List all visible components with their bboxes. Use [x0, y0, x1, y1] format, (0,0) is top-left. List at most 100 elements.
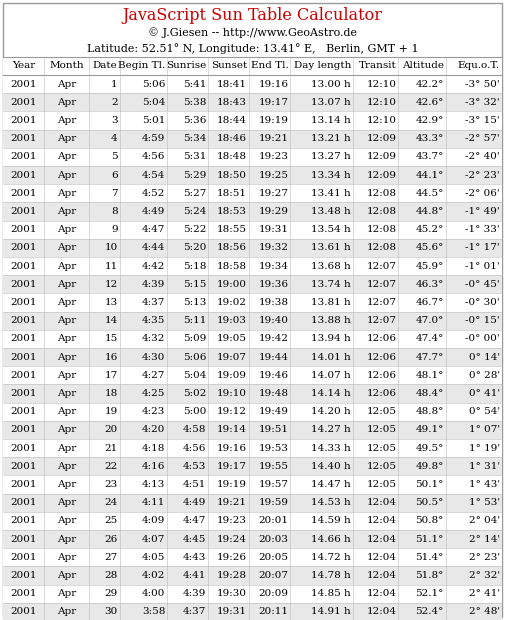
Text: 20: 20 — [105, 425, 118, 435]
Text: 4:27: 4:27 — [142, 371, 165, 380]
Text: 19:51: 19:51 — [258, 425, 288, 435]
Text: Apr: Apr — [57, 79, 76, 89]
Text: 46.3°: 46.3° — [416, 280, 444, 289]
Text: 20:07: 20:07 — [258, 571, 288, 580]
Text: 26: 26 — [105, 534, 118, 544]
Text: 14.14 h: 14.14 h — [311, 389, 351, 398]
Text: 12:10: 12:10 — [366, 79, 396, 89]
Text: Date: Date — [93, 61, 118, 71]
Text: Apr: Apr — [57, 480, 76, 489]
Bar — [3, 548, 502, 567]
Text: 13.41 h: 13.41 h — [311, 189, 351, 198]
Text: 1° 31': 1° 31' — [469, 462, 500, 471]
Text: Apr: Apr — [57, 244, 76, 252]
Bar — [3, 184, 502, 202]
Text: 4:37: 4:37 — [142, 298, 165, 307]
Text: 12:10: 12:10 — [366, 98, 396, 107]
Text: Equ.o.T.: Equ.o.T. — [458, 61, 500, 71]
Text: 4:35: 4:35 — [142, 316, 165, 326]
Text: 5:04: 5:04 — [183, 371, 206, 380]
Text: 2° 14': 2° 14' — [469, 534, 500, 544]
Text: 4:51: 4:51 — [183, 480, 206, 489]
Text: 5:24: 5:24 — [183, 207, 206, 216]
Text: Apr: Apr — [57, 280, 76, 289]
Text: 19:17: 19:17 — [258, 98, 288, 107]
Text: 12:04: 12:04 — [366, 516, 396, 525]
Bar — [3, 384, 502, 402]
Text: 14: 14 — [105, 316, 118, 326]
Text: 1° 07': 1° 07' — [469, 425, 500, 435]
Text: 0° 54': 0° 54' — [469, 407, 500, 416]
Text: 5:09: 5:09 — [183, 334, 206, 343]
Text: 19:31: 19:31 — [258, 225, 288, 234]
Text: 2° 48': 2° 48' — [469, 608, 500, 616]
Bar — [3, 202, 502, 221]
Text: 49.8°: 49.8° — [416, 462, 444, 471]
Bar — [3, 57, 502, 75]
Text: 18:48: 18:48 — [217, 153, 247, 161]
Text: 12:08: 12:08 — [366, 189, 396, 198]
Text: 19:14: 19:14 — [217, 425, 247, 435]
Bar — [3, 567, 502, 585]
Bar — [3, 239, 502, 257]
Text: 2001: 2001 — [10, 608, 37, 616]
Text: Apr: Apr — [57, 298, 76, 307]
Text: © J.Giesen -- http://www.GeoAstro.de: © J.Giesen -- http://www.GeoAstro.de — [148, 28, 357, 38]
Text: 2001: 2001 — [10, 334, 37, 343]
Text: 43.3°: 43.3° — [416, 134, 444, 143]
Text: 2001: 2001 — [10, 262, 37, 270]
Text: 52.1°: 52.1° — [416, 589, 444, 598]
Text: 7: 7 — [111, 189, 118, 198]
Text: 18:41: 18:41 — [217, 79, 247, 89]
Text: 14.78 h: 14.78 h — [311, 571, 351, 580]
Text: 4:56: 4:56 — [142, 153, 165, 161]
Text: 19:24: 19:24 — [217, 534, 247, 544]
Text: 19:27: 19:27 — [258, 189, 288, 198]
Text: 51.4°: 51.4° — [416, 553, 444, 562]
Text: 19:03: 19:03 — [217, 316, 247, 326]
Text: Apr: Apr — [57, 407, 76, 416]
Bar — [3, 530, 502, 548]
Text: 27: 27 — [105, 553, 118, 562]
Text: 13: 13 — [105, 298, 118, 307]
Text: 19:48: 19:48 — [258, 389, 288, 398]
Text: Apr: Apr — [57, 425, 76, 435]
Text: 2001: 2001 — [10, 443, 37, 453]
Text: Apr: Apr — [57, 516, 76, 525]
Text: 5: 5 — [111, 153, 118, 161]
Text: Month: Month — [49, 61, 84, 71]
Text: 4:16: 4:16 — [142, 462, 165, 471]
Text: 2° 41': 2° 41' — [469, 589, 500, 598]
Text: Apr: Apr — [57, 534, 76, 544]
Text: -1° 17': -1° 17' — [466, 244, 500, 252]
Text: Begin Tl.: Begin Tl. — [118, 61, 165, 71]
Bar — [3, 366, 502, 384]
Text: 19:16: 19:16 — [258, 79, 288, 89]
Text: 14.07 h: 14.07 h — [311, 371, 351, 380]
Text: 2001: 2001 — [10, 189, 37, 198]
Text: 45.6°: 45.6° — [416, 244, 444, 252]
Text: 19:21: 19:21 — [217, 498, 247, 507]
Text: 5:06: 5:06 — [142, 79, 165, 89]
Text: 13.21 h: 13.21 h — [311, 134, 351, 143]
Text: 4:23: 4:23 — [142, 407, 165, 416]
Text: 12:05: 12:05 — [366, 480, 396, 489]
Bar — [3, 439, 502, 457]
Text: Apr: Apr — [57, 134, 76, 143]
Bar — [3, 148, 502, 166]
Text: -2° 57': -2° 57' — [466, 134, 500, 143]
Text: 4:18: 4:18 — [142, 443, 165, 453]
Text: Apr: Apr — [57, 189, 76, 198]
Text: 18:46: 18:46 — [217, 134, 247, 143]
Text: 2001: 2001 — [10, 371, 37, 380]
Text: -3° 32': -3° 32' — [466, 98, 500, 107]
Text: 19:44: 19:44 — [258, 353, 288, 361]
Text: 5:13: 5:13 — [183, 298, 206, 307]
Text: 14.40 h: 14.40 h — [311, 462, 351, 471]
Text: 4:54: 4:54 — [142, 170, 165, 180]
Text: 52.4°: 52.4° — [416, 608, 444, 616]
Text: 12:09: 12:09 — [366, 170, 396, 180]
Text: 12:08: 12:08 — [366, 207, 396, 216]
Text: 4:49: 4:49 — [142, 207, 165, 216]
Bar — [3, 585, 502, 603]
